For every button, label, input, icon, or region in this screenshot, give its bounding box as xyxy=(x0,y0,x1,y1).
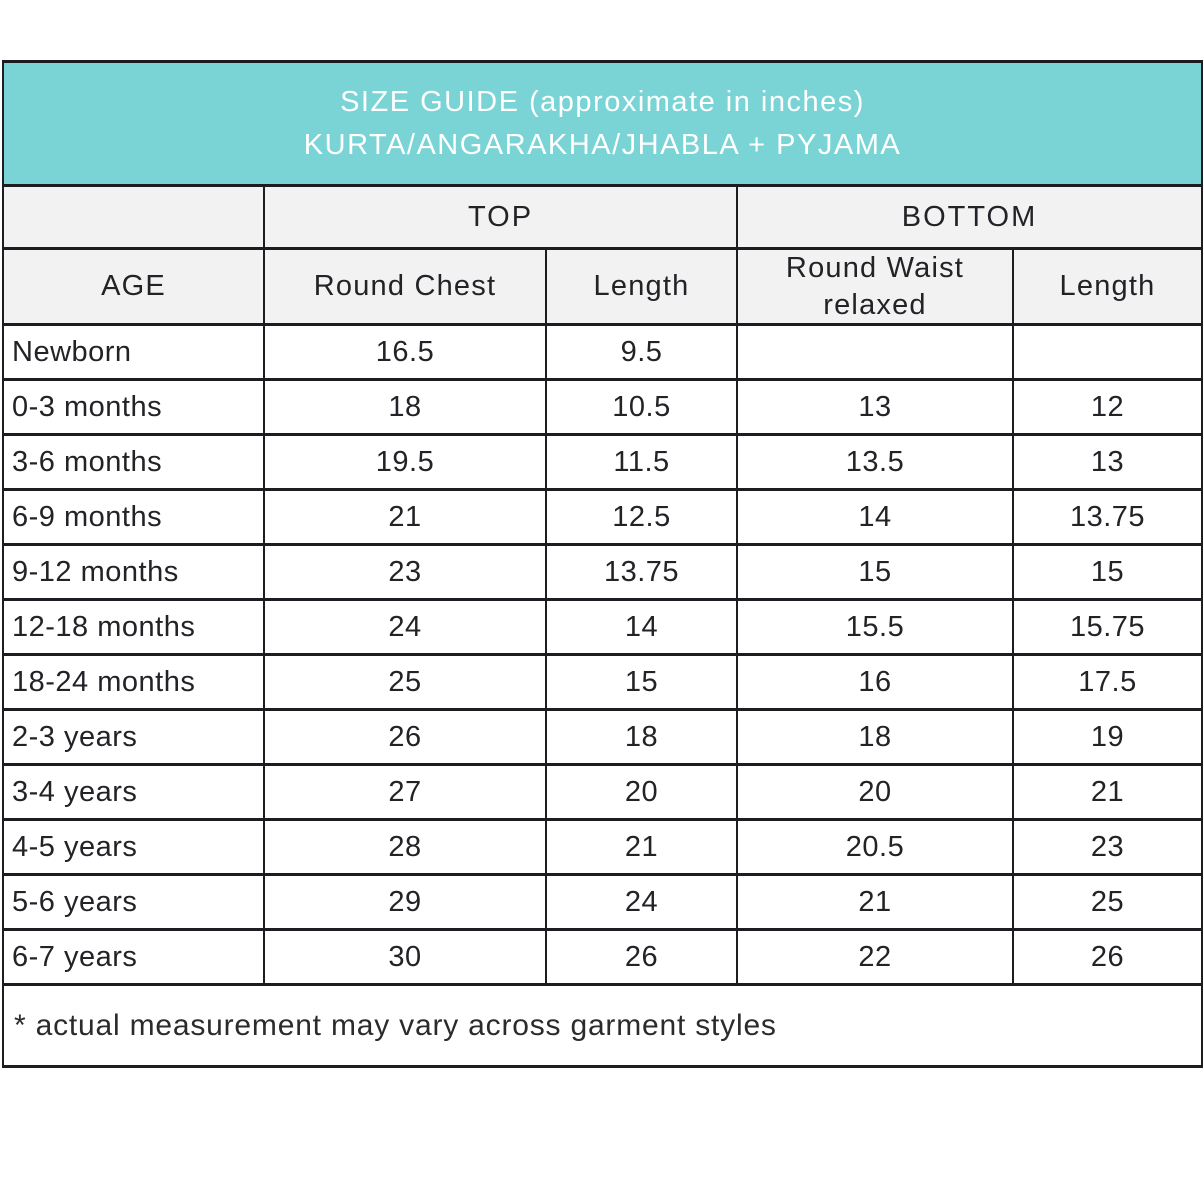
age-cell: 3-4 years xyxy=(2,763,265,821)
round-waist-cell: 20.5 xyxy=(736,818,1014,876)
age-cell: 6-7 years xyxy=(2,928,265,986)
bottom-length-cell: 12 xyxy=(1012,378,1203,436)
size-guide-page: SIZE GUIDE (approximate in inches) KURTA… xyxy=(2,60,1203,1068)
column-header-top-length: Length xyxy=(545,247,738,326)
bottom-length-cell: 13 xyxy=(1012,433,1203,491)
title-line-2: KURTA/ANGARAKHA/JHABLA + PYJAMA xyxy=(303,128,902,161)
age-cell: 18-24 months xyxy=(2,653,265,711)
round-chest-cell: 29 xyxy=(263,873,547,931)
round-waist-cell: 20 xyxy=(736,763,1014,821)
table-row: Newborn 16.5 9.5 xyxy=(2,323,1203,381)
group-cell-bottom: BOTTOM xyxy=(736,184,1203,250)
top-length-cell: 10.5 xyxy=(545,378,738,436)
round-waist-cell: 18 xyxy=(736,708,1014,766)
top-length-cell: 18 xyxy=(545,708,738,766)
size-guide-table: SIZE GUIDE (approximate in inches) KURTA… xyxy=(2,60,1203,1068)
table-row: 18-24 months 25 15 16 17.5 xyxy=(2,653,1203,711)
bottom-length-cell: 15 xyxy=(1012,543,1203,601)
round-chest-cell: 19.5 xyxy=(263,433,547,491)
group-cell-empty xyxy=(2,184,265,250)
round-chest-cell: 24 xyxy=(263,598,547,656)
bottom-length-cell: 17.5 xyxy=(1012,653,1203,711)
round-waist-cell: 13.5 xyxy=(736,433,1014,491)
round-chest-cell: 28 xyxy=(263,818,547,876)
round-waist-cell: 13 xyxy=(736,378,1014,436)
bottom-length-cell xyxy=(1012,323,1203,381)
top-length-cell: 24 xyxy=(545,873,738,931)
size-table-body: Newborn 16.5 9.5 0-3 months 18 10.5 13 1… xyxy=(2,323,1203,986)
table-row: 9-12 months 23 13.75 15 15 xyxy=(2,543,1203,601)
age-cell: 12-18 months xyxy=(2,598,265,656)
round-chest-cell: 25 xyxy=(263,653,547,711)
round-waist-cell: 14 xyxy=(736,488,1014,546)
round-chest-cell: 27 xyxy=(263,763,547,821)
round-waist-cell: 15.5 xyxy=(736,598,1014,656)
bottom-length-cell: 21 xyxy=(1012,763,1203,821)
table-title-band: SIZE GUIDE (approximate in inches) KURTA… xyxy=(2,60,1203,187)
round-chest-cell: 21 xyxy=(263,488,547,546)
column-header-row: AGE Round Chest Length Round Waist relax… xyxy=(2,247,1203,326)
table-row: 4-5 years 28 21 20.5 23 xyxy=(2,818,1203,876)
age-cell: 6-9 months xyxy=(2,488,265,546)
bottom-length-cell: 15.75 xyxy=(1012,598,1203,656)
round-chest-cell: 30 xyxy=(263,928,547,986)
round-waist-cell: 15 xyxy=(736,543,1014,601)
top-length-cell: 14 xyxy=(545,598,738,656)
bottom-length-cell: 26 xyxy=(1012,928,1203,986)
top-length-cell: 20 xyxy=(545,763,738,821)
bottom-length-cell: 19 xyxy=(1012,708,1203,766)
round-chest-cell: 18 xyxy=(263,378,547,436)
round-waist-cell: 22 xyxy=(736,928,1014,986)
table-row: 2-3 years 26 18 18 19 xyxy=(2,708,1203,766)
top-length-cell: 15 xyxy=(545,653,738,711)
table-row: 3-4 years 27 20 20 21 xyxy=(2,763,1203,821)
title-row: SIZE GUIDE (approximate in inches) KURTA… xyxy=(2,60,1203,187)
top-length-cell: 11.5 xyxy=(545,433,738,491)
age-cell: Newborn xyxy=(2,323,265,381)
table-row: 3-6 months 19.5 11.5 13.5 13 xyxy=(2,433,1203,491)
top-length-cell: 9.5 xyxy=(545,323,738,381)
column-header-bottom-length: Length xyxy=(1012,247,1203,326)
group-cell-top: TOP xyxy=(263,184,738,250)
round-waist-cell: 16 xyxy=(736,653,1014,711)
age-cell: 2-3 years xyxy=(2,708,265,766)
round-waist-cell xyxy=(736,323,1014,381)
footnote-text: * actual measurement may vary across gar… xyxy=(2,983,1203,1068)
table-row: 0-3 months 18 10.5 13 12 xyxy=(2,378,1203,436)
age-cell: 3-6 months xyxy=(2,433,265,491)
column-header-round-chest: Round Chest xyxy=(263,247,547,326)
top-length-cell: 13.75 xyxy=(545,543,738,601)
top-length-cell: 12.5 xyxy=(545,488,738,546)
round-chest-cell: 16.5 xyxy=(263,323,547,381)
bottom-length-cell: 23 xyxy=(1012,818,1203,876)
age-cell: 9-12 months xyxy=(2,543,265,601)
bottom-length-cell: 13.75 xyxy=(1012,488,1203,546)
table-row: 6-9 months 21 12.5 14 13.75 xyxy=(2,488,1203,546)
table-row: 5-6 years 29 24 21 25 xyxy=(2,873,1203,931)
round-chest-cell: 26 xyxy=(263,708,547,766)
round-waist-cell: 21 xyxy=(736,873,1014,931)
column-group-row: TOP BOTTOM xyxy=(2,184,1203,250)
round-chest-cell: 23 xyxy=(263,543,547,601)
top-length-cell: 26 xyxy=(545,928,738,986)
age-cell: 5-6 years xyxy=(2,873,265,931)
column-header-round-waist: Round Waist relaxed xyxy=(736,247,1014,326)
top-length-cell: 21 xyxy=(545,818,738,876)
title-line-1: SIZE GUIDE (approximate in inches) xyxy=(340,86,865,119)
column-header-age: AGE xyxy=(2,247,265,326)
age-cell: 0-3 months xyxy=(2,378,265,436)
table-row: 6-7 years 30 26 22 26 xyxy=(2,928,1203,986)
footnote-row: * actual measurement may vary across gar… xyxy=(2,983,1203,1068)
age-cell: 4-5 years xyxy=(2,818,265,876)
table-row: 12-18 months 24 14 15.5 15.75 xyxy=(2,598,1203,656)
bottom-length-cell: 25 xyxy=(1012,873,1203,931)
